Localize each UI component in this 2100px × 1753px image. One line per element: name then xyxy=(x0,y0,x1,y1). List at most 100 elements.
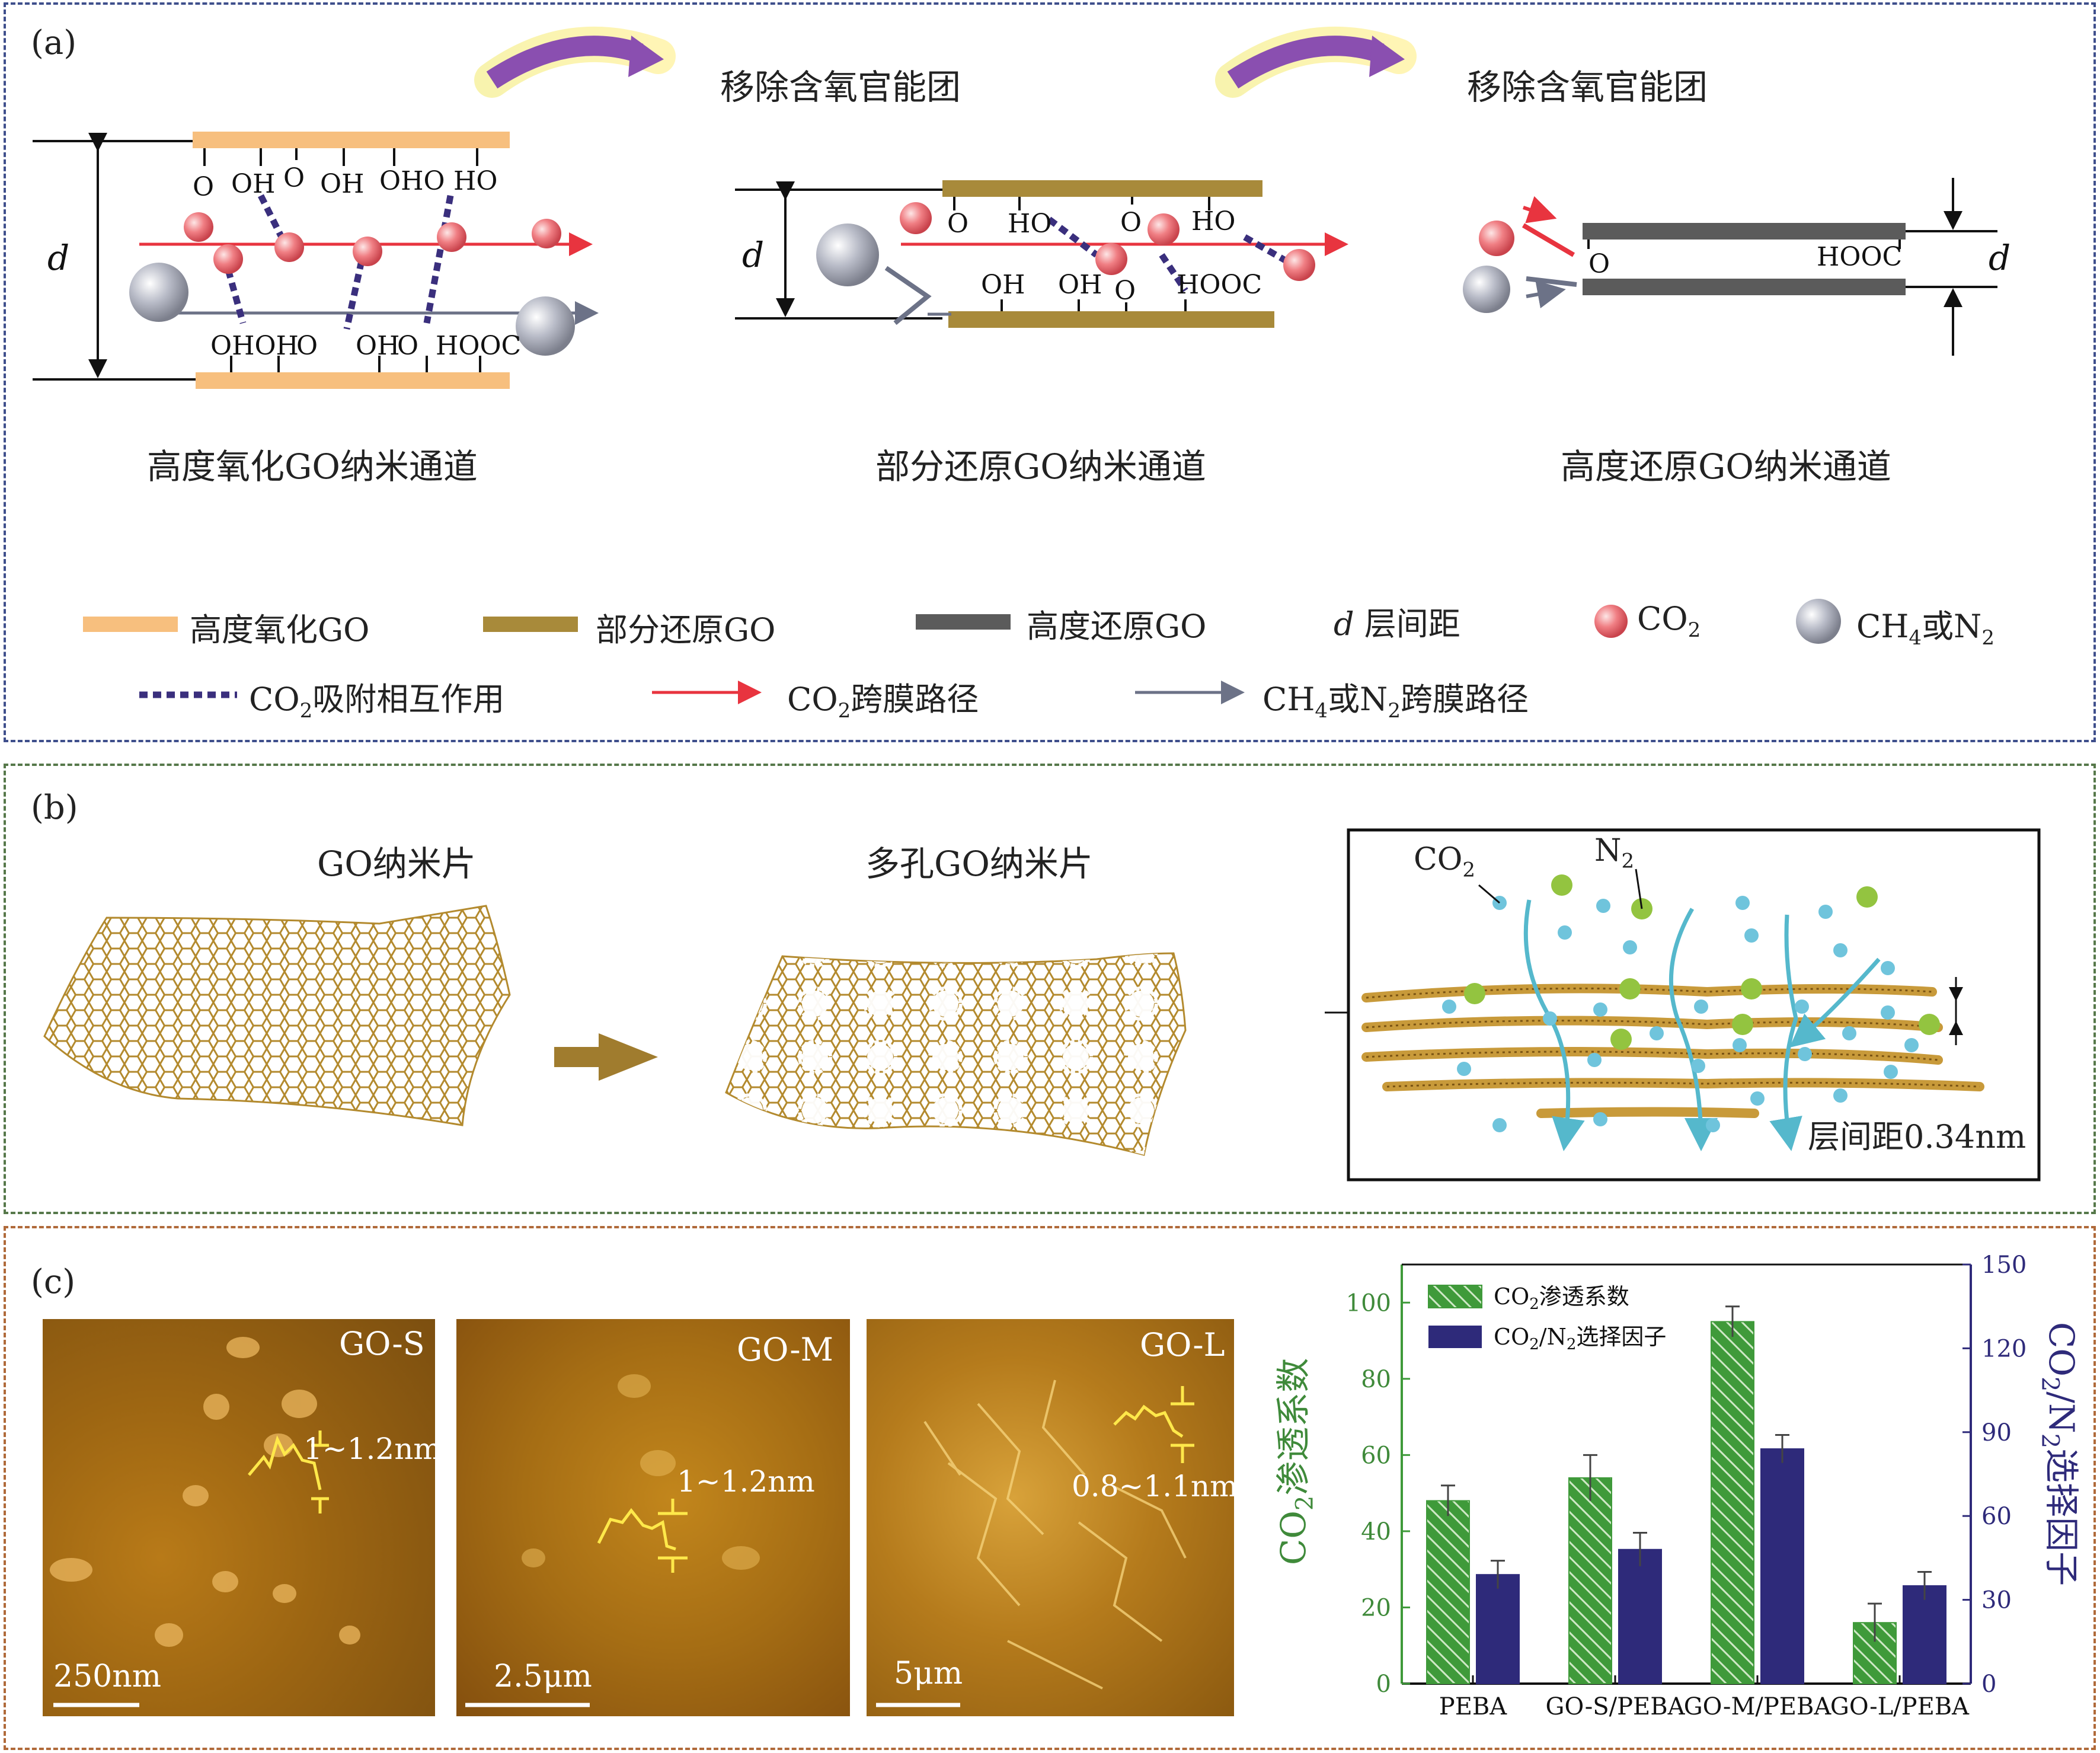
group-top1-0: O xyxy=(193,172,214,202)
afm-image-go-m xyxy=(456,1319,850,1716)
panel-c-label: (c) xyxy=(31,1263,76,1301)
panel-a-label: (a) xyxy=(31,24,77,62)
sheet-porous-go-title: 多孔GO纳米片 xyxy=(865,844,1093,884)
panel-c xyxy=(4,1226,2096,1750)
group-top1-3: OH xyxy=(320,169,364,199)
group-bottom2-1: OH xyxy=(1058,270,1102,300)
group-top3-0: O xyxy=(1588,249,1610,279)
panel-b-diagram xyxy=(43,828,2041,1182)
afm-label-go-l: GO-L xyxy=(1140,1326,1225,1364)
channel-highly-reduced xyxy=(1463,178,1997,356)
legend-co2-permeability-swatch xyxy=(1428,1285,1482,1308)
legend-d-text: d 层间距 xyxy=(1334,598,1460,644)
group-top2-3: HO xyxy=(1191,206,1235,237)
xtick-label: GO-S/PEBA xyxy=(1546,1693,1686,1720)
ytick-right-label: 60 xyxy=(1981,1503,2012,1530)
legend-selectivity-swatch xyxy=(1428,1326,1482,1348)
ytick-left-label: 40 xyxy=(1361,1518,1391,1546)
ytick-right-label: 120 xyxy=(1981,1335,2027,1362)
afm-label-go-s: GO-S xyxy=(339,1325,425,1362)
d-label-3: d xyxy=(1989,238,2010,278)
co2-molecules xyxy=(1442,896,1919,1132)
xtick-label: GO-M/PEBA xyxy=(1684,1693,1832,1720)
group-bottom1-3: O xyxy=(397,331,418,361)
inset-n2-label: N2 xyxy=(1594,833,1635,873)
legend-ch4-text: CH4或N2 xyxy=(1856,608,1994,650)
ytick-left-label: 20 xyxy=(1361,1594,1391,1621)
group-bottom1-0: OHOH xyxy=(210,331,299,361)
chart-ylabel-right: CO2/N2选择因子 xyxy=(2036,1322,2082,1586)
afm-image-go-s xyxy=(43,1319,435,1716)
go-nanosheet xyxy=(43,905,511,1126)
legend-d-desc: 层间距 xyxy=(1364,605,1460,643)
panel-a-diagram: O OH O OH OHO HO OHOH O OH O HOOC d xyxy=(33,26,2010,704)
ytick-left-label: 60 xyxy=(1361,1442,1391,1469)
arrow-text-2: 移除含氧官能团 xyxy=(1467,67,1708,107)
arrow-text-1: 移除含氧官能团 xyxy=(720,67,961,107)
bar-selectivity-3 xyxy=(1903,1585,1946,1684)
legend-hr-go-text: 高度还原GO xyxy=(1027,608,1207,645)
group-top1-2: O xyxy=(283,163,305,193)
afm-overlays xyxy=(50,1337,1194,1707)
ytick-right-label: 30 xyxy=(1981,1587,2012,1614)
ytick-left-label: 100 xyxy=(1346,1289,1391,1317)
inset-co2-label: CO2 xyxy=(1414,842,1476,882)
process-arrow-1 xyxy=(474,26,676,98)
legend-co2-icon xyxy=(1594,605,1628,638)
d-label-2: d xyxy=(742,235,764,275)
group-bottom1-1: O xyxy=(296,331,318,361)
caption-highly-reduced: 高度还原GO纳米通道 xyxy=(1561,446,1891,487)
group-bottom1-2: OH xyxy=(356,331,399,361)
group-top1-5: HO xyxy=(453,166,497,196)
legend-pr-go-text: 部分还原GO xyxy=(596,611,776,649)
afm-image-go-l xyxy=(867,1319,1234,1716)
ytick-right-label: 0 xyxy=(1981,1671,1996,1698)
chart-ylabel-left: CO2渗透系数 xyxy=(1273,1358,1319,1565)
legend-adsorb-text: CO2吸附相互作用 xyxy=(249,681,505,723)
channel-highly-oxidized xyxy=(33,132,599,389)
panel-a xyxy=(4,2,2096,742)
group-top2-0: O xyxy=(947,209,969,239)
transform-arrow xyxy=(554,1033,658,1081)
afm-scale-go-s: 250nm xyxy=(53,1659,162,1694)
group-bottom2-2: O xyxy=(1114,276,1136,306)
bar-selectivity-2 xyxy=(1760,1448,1804,1684)
legend-ch4-path-text: CH4或N2跨膜路径 xyxy=(1262,681,1529,723)
afm-label-go-m: GO-M xyxy=(737,1331,833,1368)
bar-co2-permeability-2 xyxy=(1711,1321,1754,1684)
legend-selectivity-label: CO2/N2选择因子 xyxy=(1494,1324,1666,1353)
xtick-label: GO-L/PEBA xyxy=(1830,1693,1970,1720)
n2-molecules xyxy=(1464,874,1940,1050)
legend-ho-go-swatch xyxy=(83,617,178,632)
panel-b xyxy=(4,764,2096,1214)
process-arrow-2 xyxy=(1215,26,1417,98)
caption-highly-oxidized: 高度氧化GO纳米通道 xyxy=(147,446,478,487)
afm-scale-go-m: 2.5μm xyxy=(494,1659,592,1694)
legend-co2-permeability-label: CO2渗透系数 xyxy=(1494,1283,1629,1313)
afm-height-go-l: 0.8~1.1nm xyxy=(1072,1469,1238,1503)
d-label-1: d xyxy=(47,238,69,278)
group-top1-1: OH xyxy=(231,169,275,199)
group-bottom1-4: HOOC xyxy=(436,331,521,361)
group-top1-4: OHO xyxy=(379,166,445,196)
panel-b-label: (b) xyxy=(31,788,78,827)
legend-ho-go-text: 高度氧化GO xyxy=(190,611,370,649)
bar-selectivity-1 xyxy=(1618,1548,1662,1685)
xtick-label: PEBA xyxy=(1439,1693,1508,1720)
legend-co2-text: CO2 xyxy=(1637,600,1701,642)
group-right3-0: HOOC xyxy=(1817,242,1902,272)
bar-co2-permeability-0 xyxy=(1426,1500,1470,1684)
ytick-right-label: 150 xyxy=(1981,1251,2027,1279)
legend-d-item: d xyxy=(1334,605,1354,643)
legend-ch4-icon xyxy=(1796,599,1841,644)
group-bottom2-0: OH xyxy=(981,270,1025,300)
sheet-go-title: GO纳米片 xyxy=(317,844,476,884)
bar-selectivity-0 xyxy=(1476,1574,1520,1684)
legend-pr-go-swatch xyxy=(483,617,578,632)
ytick-left-label: 80 xyxy=(1361,1366,1391,1393)
caption-partially-reduced: 部分还原GO纳米通道 xyxy=(875,446,1206,487)
afm-height-go-m: 1~1.2nm xyxy=(677,1464,815,1499)
group-top2-1: HO xyxy=(1008,209,1051,239)
afm-scale-go-l: 5μm xyxy=(894,1656,963,1691)
